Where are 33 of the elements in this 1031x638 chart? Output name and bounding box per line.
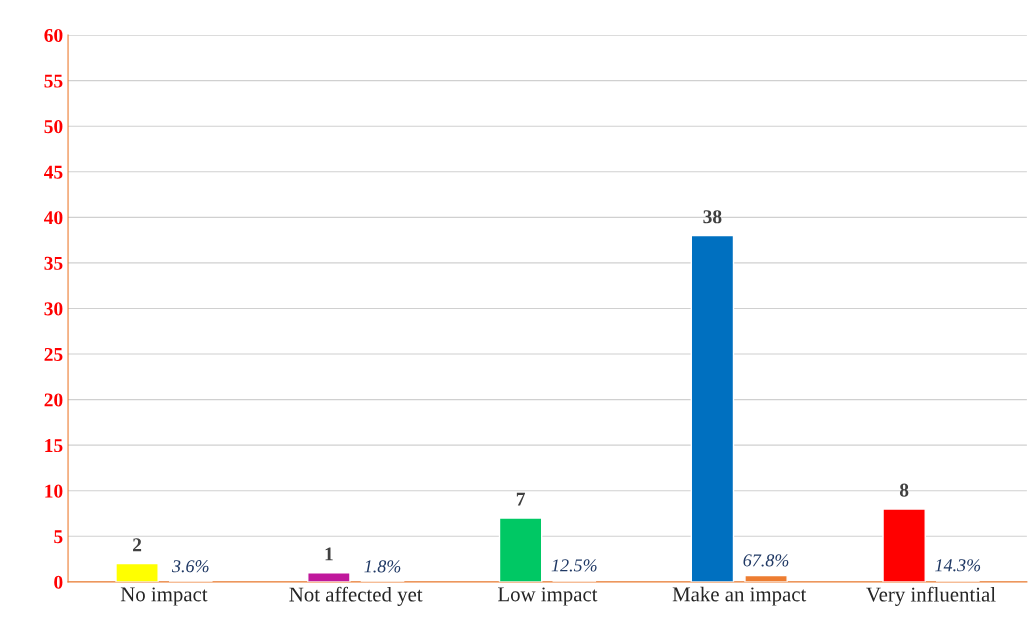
y-tick-label: 30 xyxy=(44,302,63,316)
y-tick-label: 25 xyxy=(44,347,63,361)
data-label: 1 xyxy=(325,547,333,561)
bar xyxy=(498,517,543,582)
x-tick-label: Not affected yet xyxy=(289,586,423,606)
bar xyxy=(882,508,926,582)
bar xyxy=(115,562,159,582)
data-label: 14.3% xyxy=(935,559,981,572)
data-label: 7 xyxy=(516,492,525,506)
y-tick-label: 45 xyxy=(44,165,63,179)
x-tick-label: No impact xyxy=(120,587,208,606)
bar xyxy=(307,572,351,582)
y-tick-label: 0 xyxy=(54,575,63,589)
data-label: 3.6% xyxy=(171,560,209,573)
y-tick-label: 15 xyxy=(45,439,63,453)
x-tick-label: Low impact xyxy=(498,587,598,606)
y-tick-label: 40 xyxy=(44,211,63,225)
bar xyxy=(690,234,735,582)
y-tick-label: 35 xyxy=(44,256,63,270)
data-label: 67.8% xyxy=(743,554,789,567)
data-label: 38 xyxy=(703,210,722,224)
y-tick-label: 60 xyxy=(44,28,63,43)
y-tick-label: 55 xyxy=(44,74,63,88)
data-label: 8 xyxy=(899,483,909,497)
x-tick-label: Very influential xyxy=(866,586,996,606)
y-tick-label: 5 xyxy=(54,530,63,544)
data-label: 1.8% xyxy=(364,560,401,573)
y-tick-label: 20 xyxy=(44,393,63,407)
data-label: 2 xyxy=(133,538,142,552)
x-tick-label: Make an impact xyxy=(672,586,807,606)
y-tick-label: 50 xyxy=(44,120,63,134)
y-tick-label: 10 xyxy=(45,484,63,498)
data-label: 12.5% xyxy=(551,559,597,572)
